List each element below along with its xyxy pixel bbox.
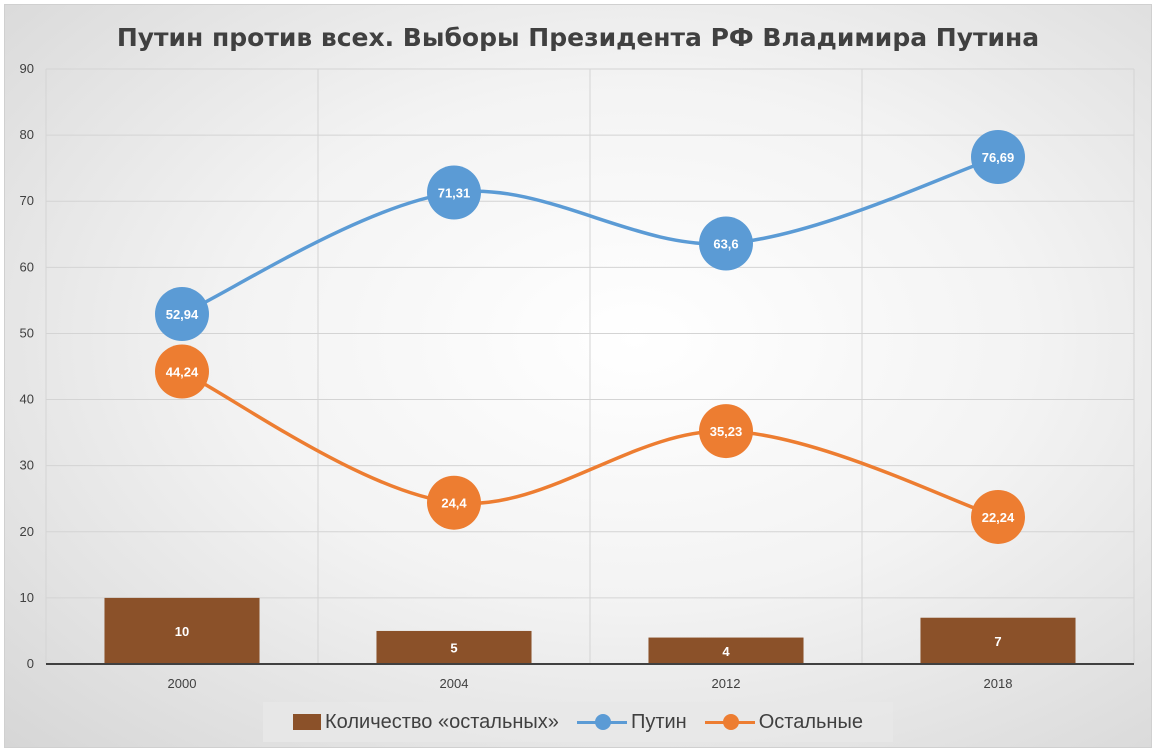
- bar-2004: [376, 630, 532, 664]
- bar-2012: [648, 637, 804, 664]
- bar-label-2018: 7: [994, 634, 1001, 649]
- legend: Количество «остальных» Путин Остальные: [263, 702, 893, 742]
- x-tick-label-2018: 2018: [984, 676, 1013, 691]
- legend-swatch-bars: [293, 714, 322, 730]
- x-tick-label-2012: 2012: [712, 676, 741, 691]
- marker-label-others-2018: 22,24: [982, 510, 1015, 525]
- marker-others-2012: [699, 404, 753, 459]
- legend-item-others: Остальные: [704, 710, 863, 734]
- marker-putin-2012: [699, 216, 753, 271]
- marker-putin-2018: [971, 129, 1025, 184]
- y-tick-label: 40: [20, 392, 34, 407]
- bar-label-2000: 10: [175, 624, 189, 639]
- bar-label-2004: 5: [450, 640, 457, 655]
- chart-frame: Путин против всех. Выборы Президента РФ …: [4, 4, 1152, 748]
- y-tick-label: 50: [20, 325, 34, 340]
- y-tick-label: 90: [20, 61, 34, 76]
- x-tick-label-2000: 2000: [168, 676, 197, 691]
- marker-label-putin-2018: 76,69: [982, 150, 1015, 165]
- chart-plot: 0 10 20 30 40 50 60 70 80 90 10 5 4 7 2000 2004 2012 2018…: [20, 61, 1135, 691]
- marker-label-others-2004: 24,4: [441, 496, 467, 511]
- x-tick-label-2004: 2004: [440, 676, 469, 691]
- bar-2000: [104, 597, 260, 664]
- marker-putin-2000: [155, 287, 209, 342]
- marker-label-putin-2004: 71,31: [438, 186, 471, 201]
- marker-label-others-2000: 44,24: [166, 365, 199, 380]
- marker-label-putin-2000: 52,94: [166, 307, 199, 322]
- legend-swatch-putin: [576, 714, 627, 730]
- marker-others-2018: [971, 489, 1025, 544]
- y-tick-label: 60: [20, 259, 34, 274]
- legend-label-putin: Путин: [630, 710, 687, 733]
- bar-2018: [920, 617, 1076, 664]
- marker-label-others-2012: 35,23: [710, 424, 743, 439]
- legend-swatch-others: [704, 714, 755, 730]
- marker-label-putin-2012: 63,6: [713, 237, 738, 252]
- bar-label-2012: 4: [722, 644, 730, 659]
- legend-label-bars: Количество «остальных»: [325, 710, 559, 733]
- y-tick-label: 70: [20, 193, 34, 208]
- line-others: [181, 369, 999, 519]
- y-tick-label: 0: [27, 656, 34, 671]
- legend-label-others: Остальные: [758, 710, 863, 733]
- y-tick-label: 10: [20, 590, 34, 605]
- marker-others-2000: [155, 344, 209, 399]
- chart-title: Путин против всех. Выборы Президента РФ …: [116, 23, 1040, 52]
- marker-others-2004: [427, 475, 481, 530]
- marker-putin-2004: [427, 165, 481, 220]
- y-tick-label: 20: [20, 524, 34, 539]
- y-tick-label: 30: [20, 458, 34, 473]
- y-tick-label: 80: [20, 127, 34, 142]
- legend-item-putin: Путин: [576, 710, 687, 734]
- legend-item-bars: Количество «остальных»: [293, 711, 559, 734]
- line-putin: [181, 155, 999, 316]
